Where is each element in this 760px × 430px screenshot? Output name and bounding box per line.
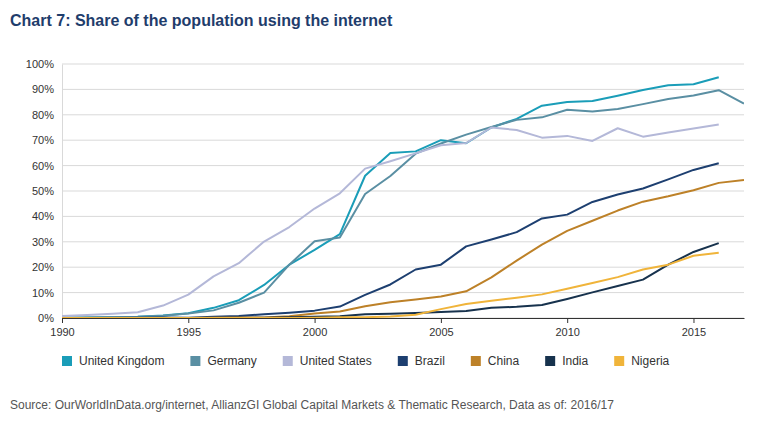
legend-item: Nigeria xyxy=(614,354,669,368)
y-tick: 0% xyxy=(38,312,62,324)
series-line xyxy=(62,124,719,316)
x-tick: 2010 xyxy=(555,318,579,338)
x-tick: 2015 xyxy=(682,318,706,338)
y-tick: 10% xyxy=(32,287,62,299)
legend-item: India xyxy=(545,354,588,368)
y-tick-label: 60% xyxy=(32,160,54,172)
legend: United Kingdom Germany United States Brazil… xyxy=(62,354,670,368)
grid-line xyxy=(62,292,744,293)
series-line xyxy=(62,180,744,318)
x-tick-label: 2015 xyxy=(682,326,706,338)
x-tick: 1990 xyxy=(50,318,74,338)
legend-item: United Kingdom xyxy=(62,354,164,368)
legend-label: Nigeria xyxy=(631,354,669,368)
legend-item: Germany xyxy=(190,354,256,368)
x-tick-mark xyxy=(693,318,694,323)
y-tick: 20% xyxy=(32,261,62,273)
legend-label: United Kingdom xyxy=(79,354,164,368)
x-tick: 2005 xyxy=(429,318,453,338)
x-tick: 2000 xyxy=(303,318,327,338)
y-tick: 40% xyxy=(32,210,62,222)
grid-line xyxy=(62,64,744,65)
grid-line xyxy=(62,140,744,141)
legend-swatch xyxy=(283,356,293,366)
legend-label: Germany xyxy=(207,354,256,368)
x-axis: 1990 1995 2000 2005 2010 2015 xyxy=(50,318,744,338)
legend-swatch xyxy=(398,356,408,366)
series-line xyxy=(62,90,744,318)
y-tick: 80% xyxy=(32,109,62,121)
series-line xyxy=(62,243,719,318)
y-tick-label: 0% xyxy=(38,312,54,324)
y-tick: 100% xyxy=(26,58,62,70)
legend-swatch xyxy=(62,356,72,366)
source: Source: OurWorldInData.org/internet, All… xyxy=(10,398,614,412)
grid-line xyxy=(62,114,744,115)
x-tick-mark xyxy=(567,318,568,323)
legend-label: India xyxy=(562,354,588,368)
chart: Chart 7: Share of the population using t… xyxy=(0,0,760,430)
x-axis-line xyxy=(63,318,745,319)
y-tick-label: 90% xyxy=(32,83,54,95)
legend-item: Brazil xyxy=(398,354,445,368)
x-tick-mark xyxy=(62,318,63,323)
grid-line xyxy=(62,191,744,192)
grid xyxy=(62,64,744,318)
x-tick-label: 2000 xyxy=(303,326,327,338)
legend-swatch xyxy=(471,356,481,366)
grid-line xyxy=(62,216,744,217)
y-axis-line xyxy=(62,65,63,319)
legend-swatch xyxy=(545,356,555,366)
grid-line xyxy=(62,241,744,242)
lines xyxy=(62,77,744,318)
x-tick-label: 1995 xyxy=(177,326,201,338)
y-tick-label: 100% xyxy=(26,58,54,70)
y-tick: 50% xyxy=(32,185,62,197)
legend-label: China xyxy=(488,354,520,368)
y-tick-label: 70% xyxy=(32,134,54,146)
y-tick: 90% xyxy=(32,83,62,95)
x-tick-label: 2005 xyxy=(429,326,453,338)
legend-label: United States xyxy=(300,354,372,368)
x-tick-label: 2010 xyxy=(555,326,579,338)
y-tick-label: 30% xyxy=(32,236,54,248)
y-tick-label: 20% xyxy=(32,261,54,273)
y-tick: 30% xyxy=(32,236,62,248)
y-tick-label: 40% xyxy=(32,210,54,222)
legend-item: China xyxy=(471,354,520,368)
legend-label: Brazil xyxy=(415,354,445,368)
x-tick: 1995 xyxy=(177,318,201,338)
y-tick-label: 50% xyxy=(32,185,54,197)
legend-item: United States xyxy=(283,354,372,368)
series-line xyxy=(62,253,719,318)
x-tick-mark xyxy=(315,318,316,323)
series-line xyxy=(62,77,719,318)
y-axis: 0% 10% 20% 30% 40% 50% 60% 70% 80% 90% 100% xyxy=(26,58,63,324)
x-tick-mark xyxy=(441,318,442,323)
x-tick-mark xyxy=(188,318,189,323)
y-tick: 70% xyxy=(32,134,62,146)
title: Chart 7: Share of the population using t… xyxy=(10,12,393,29)
y-tick-label: 10% xyxy=(32,287,54,299)
y-tick-label: 80% xyxy=(32,109,54,121)
legend-swatch xyxy=(614,356,624,366)
legend-swatch xyxy=(190,356,200,366)
grid-line xyxy=(62,267,744,268)
y-tick: 60% xyxy=(32,160,62,172)
x-tick-label: 1990 xyxy=(50,326,74,338)
series-line xyxy=(62,163,719,318)
